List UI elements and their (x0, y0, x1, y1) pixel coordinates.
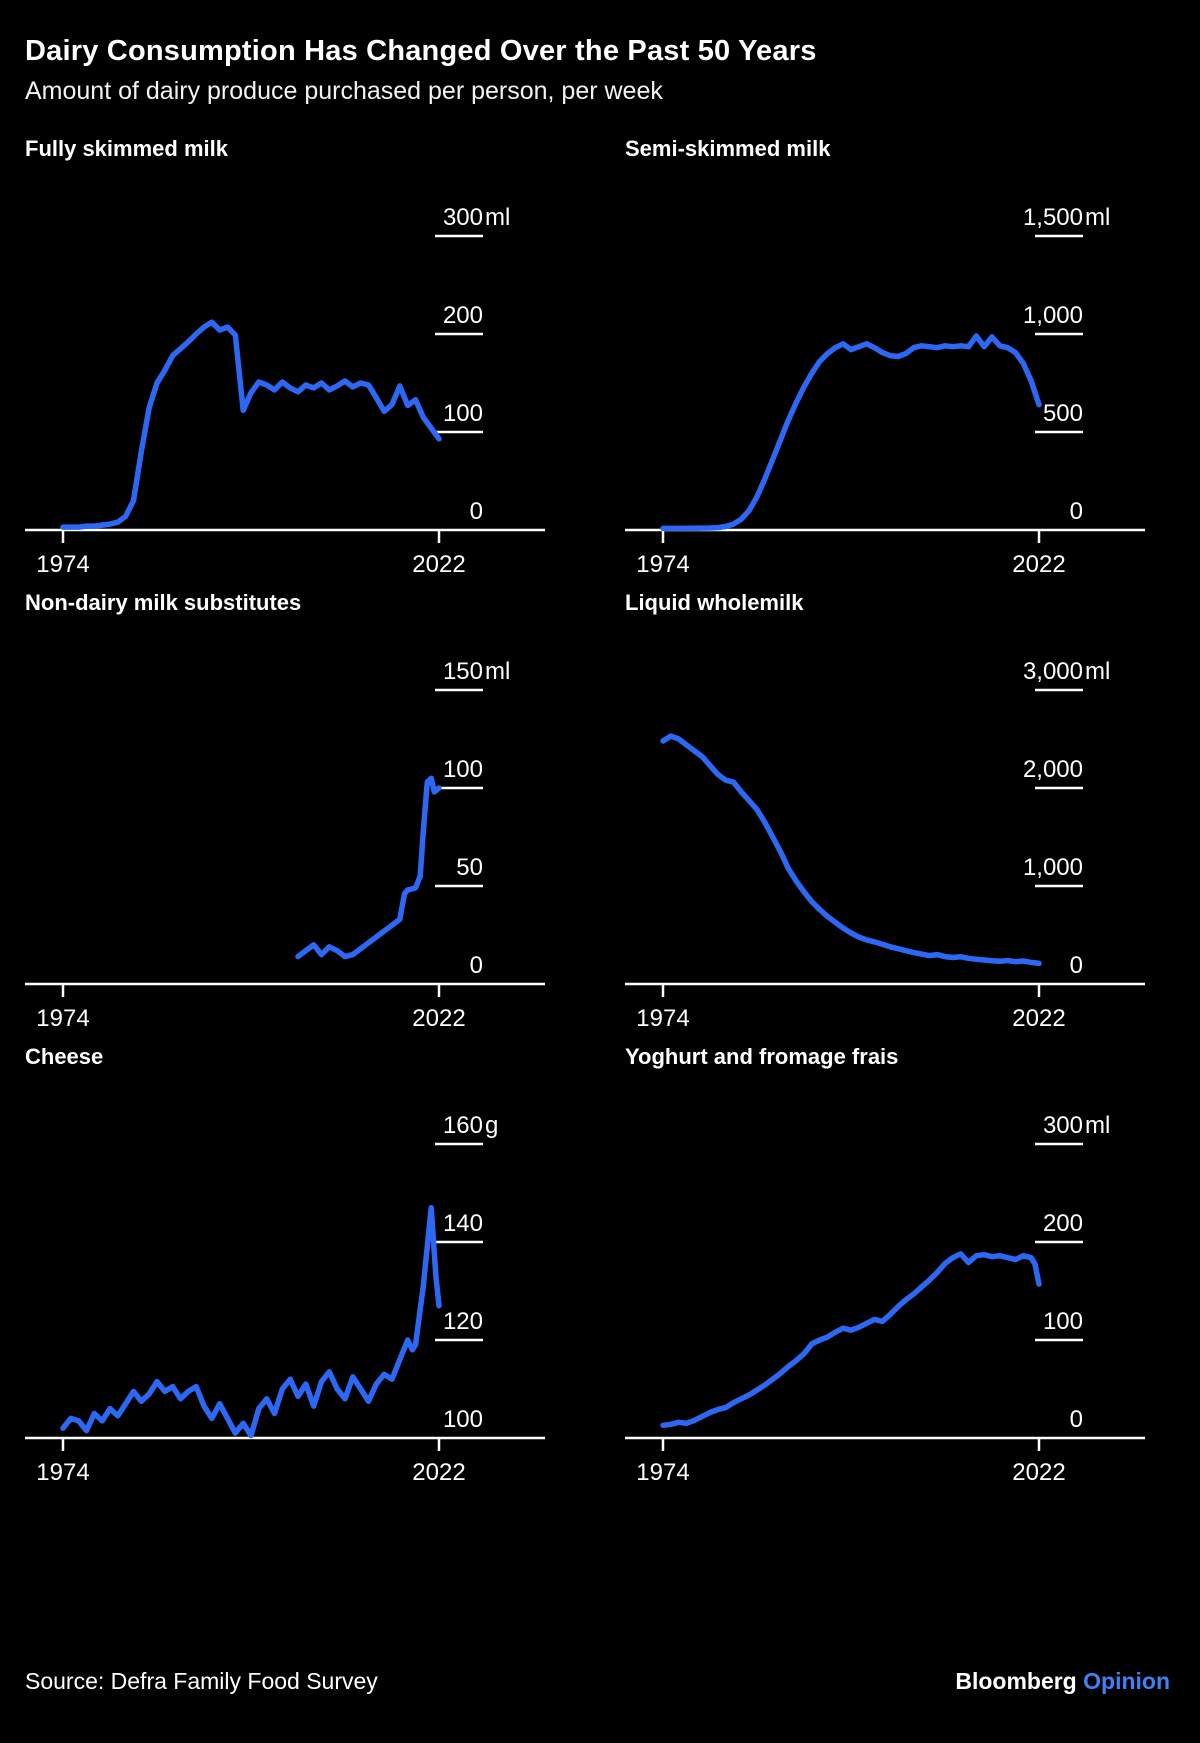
chart-footer: Source: Defra Family Food Survey Bloombe… (25, 1668, 1170, 1695)
y-axis-tick-label: 200 (443, 302, 483, 329)
chart-panel-yoghurt-and-fromage-frais: Yoghurt and fromage frais 300 ml 200 100 0 19… (600, 1044, 1200, 1498)
chart-panel-semi-skimmed-milk: Semi-skimmed milk 1,500 ml 1,000 500 0 1974 20… (600, 136, 1200, 590)
x-axis-tick-label: 2022 (1012, 1459, 1065, 1486)
chart-title: Yoghurt and fromage frais (625, 1044, 899, 1069)
y-axis-unit-label: ml (1085, 658, 1110, 685)
x-axis-tick-label: 2022 (412, 1005, 465, 1032)
y-axis-tick-label: 1,500 (1023, 204, 1083, 231)
line-chart-yoghurt-and-fromage-frais: 300 ml 200 100 0 1974 2022 (625, 1112, 1145, 1486)
opinion-label: Opinion (1083, 1668, 1170, 1694)
y-axis-unit-label: ml (1085, 1112, 1110, 1139)
line-chart-semi-skimmed-milk: 1,500 ml 1,000 500 0 1974 2022 (625, 204, 1145, 578)
chart-title: Non-dairy milk substitutes (25, 590, 302, 615)
y-axis-tick-label: 160 (443, 1112, 483, 1139)
line-chart-liquid-wholemilk: 3,000 ml 2,000 1,000 0 1974 2022 (625, 658, 1145, 1032)
y-axis-tick-label: 100 (1043, 1308, 1083, 1335)
data-line (60, 319, 442, 530)
y-axis-tick-label: 100 (443, 756, 483, 783)
y-axis-tick-label: 3,000 (1023, 658, 1083, 685)
x-axis-tick-label: 1974 (636, 1005, 689, 1032)
chart-panel-liquid-wholemilk: Liquid wholemilk 3,000 ml 2,000 1,000 0 1974 2… (600, 590, 1200, 1044)
y-axis-tick-label: 50 (456, 854, 483, 881)
y-axis-tick-label: 500 (1043, 400, 1083, 427)
y-axis-unit-label: ml (485, 658, 510, 685)
chart-panel-non-dairy-milk-substitutes: Non-dairy milk substitutes 150 ml 100 50 0 19… (0, 590, 600, 1044)
y-axis-tick-label: 1,000 (1023, 302, 1083, 329)
page-subtitle: Amount of dairy produce purchased per pe… (25, 77, 663, 105)
y-axis-tick-label: 2,000 (1023, 756, 1083, 783)
y-axis-tick-label: 0 (1070, 1406, 1083, 1433)
line-chart-non-dairy-milk-substitutes: 150 ml 100 50 0 1974 2022 (25, 658, 545, 1032)
x-axis-tick-label: 1974 (36, 1005, 89, 1032)
chart-title: Fully skimmed milk (25, 136, 228, 161)
y-axis-tick-label: 100 (443, 1406, 483, 1433)
x-axis-tick-label: 1974 (636, 551, 689, 578)
x-axis-tick-label: 2022 (412, 551, 465, 578)
bloomberg-wordmark: Bloomberg (955, 1668, 1077, 1694)
chart-title: Cheese (25, 1044, 104, 1069)
data-line (660, 333, 1042, 532)
x-axis-tick-label: 2022 (1012, 1005, 1065, 1032)
data-line (660, 1251, 1042, 1429)
data-line (660, 733, 1042, 967)
y-axis-tick-label: 0 (1070, 952, 1083, 979)
line-chart-cheese: 160 g 140 120 100 1974 2022 (25, 1112, 545, 1486)
y-axis-tick-label: 300 (443, 204, 483, 231)
chart-grid: Fully skimmed milk 300 ml 200 100 0 1974 2022 … (0, 136, 1200, 1498)
y-axis-tick-label: 120 (443, 1308, 483, 1335)
chart-panel-cheese: Cheese 160 g 140 120 100 1974 2022 (0, 1044, 600, 1498)
line-chart-fully-skimmed-milk: 300 ml 200 100 0 1974 2022 (25, 204, 545, 578)
y-axis-tick-label: 150 (443, 658, 483, 685)
y-axis-tick-label: 140 (443, 1210, 483, 1237)
y-axis-tick-label: 300 (1043, 1112, 1083, 1139)
data-line (295, 775, 442, 960)
y-axis-unit-label: g (485, 1112, 498, 1139)
data-line (60, 1204, 442, 1439)
bloomberg-logo: Bloomberg Opinion (955, 1668, 1170, 1695)
y-axis-tick-label: 100 (443, 400, 483, 427)
chart-header: Dairy Consumption Has Changed Over the P… (0, 0, 1200, 106)
y-axis-unit-label: ml (485, 204, 510, 231)
x-axis-tick-label: 2022 (1012, 551, 1065, 578)
y-axis-tick-label: 1,000 (1023, 854, 1083, 881)
chart-panel-fully-skimmed-milk: Fully skimmed milk 300 ml 200 100 0 1974 2022 (0, 136, 600, 590)
chart-title: Liquid wholemilk (625, 590, 804, 615)
y-axis-tick-label: 0 (470, 498, 483, 525)
y-axis-unit-label: ml (1085, 204, 1110, 231)
x-axis-tick-label: 2022 (412, 1459, 465, 1486)
chart-title: Semi-skimmed milk (625, 136, 831, 161)
x-axis-tick-label: 1974 (36, 1459, 89, 1486)
page-title: Dairy Consumption Has Changed Over the P… (25, 35, 817, 67)
x-axis-tick-label: 1974 (36, 551, 89, 578)
y-axis-tick-label: 0 (1070, 498, 1083, 525)
x-axis-tick-label: 1974 (636, 1459, 689, 1486)
y-axis-tick-label: 200 (1043, 1210, 1083, 1237)
y-axis-tick-label: 0 (470, 952, 483, 979)
source-note: Source: Defra Family Food Survey (25, 1668, 378, 1694)
